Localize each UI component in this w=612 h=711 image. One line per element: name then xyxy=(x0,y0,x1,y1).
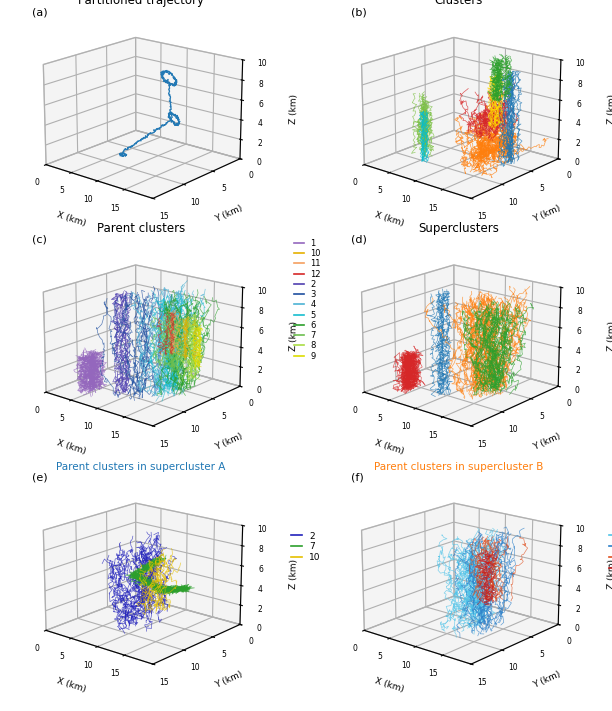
Y-axis label: Y (km): Y (km) xyxy=(214,432,244,452)
X-axis label: X (km): X (km) xyxy=(374,677,405,694)
Text: (e): (e) xyxy=(32,473,48,483)
Legend: 1, 10, 11, 12, 2, 3, 4, 5, 6, 7, 8, 9: 1, 10, 11, 12, 2, 3, 4, 5, 6, 7, 8, 9 xyxy=(294,239,321,360)
X-axis label: X (km): X (km) xyxy=(56,677,87,694)
Title: Parent clusters: Parent clusters xyxy=(97,222,185,235)
Title: Parent clusters in supercluster B: Parent clusters in supercluster B xyxy=(375,462,543,472)
Title: Clusters: Clusters xyxy=(435,0,483,7)
Y-axis label: Y (km): Y (km) xyxy=(532,670,562,690)
Text: (b): (b) xyxy=(351,7,367,17)
Title: Superclusters: Superclusters xyxy=(419,222,499,235)
Text: (c): (c) xyxy=(32,235,47,245)
Y-axis label: Y (km): Y (km) xyxy=(214,204,244,225)
Legend: 2, 7, 10: 2, 7, 10 xyxy=(291,532,321,562)
Title: Parent clusters in supercluster A: Parent clusters in supercluster A xyxy=(56,462,225,472)
X-axis label: X (km): X (km) xyxy=(374,211,405,228)
Title: Partitioned trajectory: Partitioned trajectory xyxy=(78,0,204,7)
Legend: 4, 3, 11, 12: 4, 3, 11, 12 xyxy=(610,532,612,573)
Text: (a): (a) xyxy=(32,7,48,17)
Y-axis label: Y (km): Y (km) xyxy=(214,670,244,690)
Text: (d): (d) xyxy=(351,235,367,245)
Text: (f): (f) xyxy=(351,473,364,483)
Y-axis label: Y (km): Y (km) xyxy=(532,204,562,225)
X-axis label: X (km): X (km) xyxy=(374,439,405,456)
Y-axis label: Y (km): Y (km) xyxy=(532,432,562,452)
X-axis label: X (km): X (km) xyxy=(56,211,87,228)
X-axis label: X (km): X (km) xyxy=(56,439,87,456)
